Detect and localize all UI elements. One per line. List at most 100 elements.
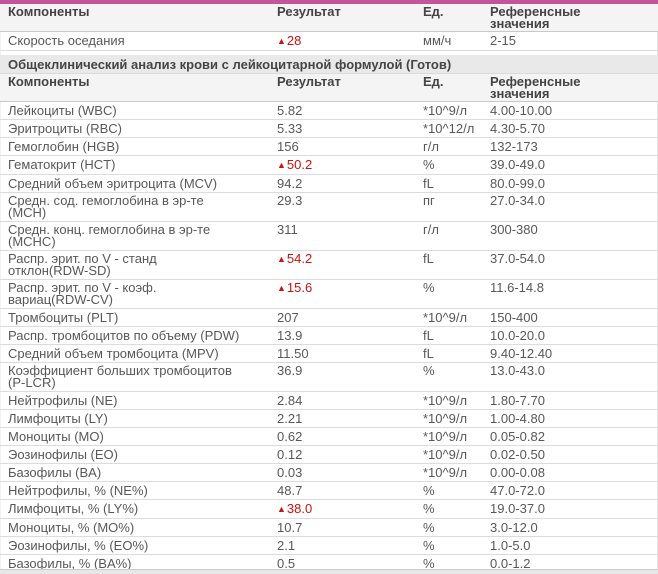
result-value: 36.9	[277, 362, 423, 392]
unit-value: *10^9/л	[423, 463, 490, 482]
section-title: Общеклинический анализ крови с лейкоцита…	[8, 57, 452, 72]
result-row: Нейтрофилы, % (NE%) 48.7% 47.0-72.0	[0, 481, 658, 500]
result-row: Лимфоциты, % (LY%) ▲38.0% 19.0-37.0	[0, 499, 658, 519]
component-name: Гематокрит (HCT)	[0, 155, 277, 175]
reference-range: 3.0-12.0	[490, 518, 658, 537]
result-value: 2.84	[277, 391, 423, 410]
result-row: Скорость оседания ▲28 мм/ч 2-15	[0, 31, 658, 51]
component-name: Лейкоциты (WBC)	[0, 101, 277, 120]
high-value-marker-icon: ▲	[277, 160, 286, 170]
component-name: Коэффициент больших тромбоцитов (P-LCR)	[0, 362, 277, 392]
result-row: Средн. конц. гемоглобина в эр-те (MCHC) 3…	[0, 221, 658, 251]
cbc-table-header: Компоненты Результат Ед. Референсные зна…	[0, 74, 658, 102]
result-row: Эритроциты (RBC) 5.33 *10^12/л 4.30-5.70	[0, 119, 658, 138]
result-row: Средн. сод. гемоглобина в эр-те (MCH) 29.…	[0, 192, 658, 222]
header-row: Компоненты Результат Ед. Референсные зна…	[0, 74, 658, 102]
result-value: 5.82	[277, 101, 423, 120]
result-number: 38.0	[286, 501, 313, 516]
result-row: Моноциты, % (MO%) 10.7% 3.0-12.0	[0, 518, 658, 537]
component-name: Средн. сод. гемоглобина в эр-те (MCH)	[0, 192, 277, 222]
accent-top-bar	[0, 0, 658, 4]
reference-range: 37.0-54.0	[490, 250, 658, 280]
component-name: Скорость оседания	[0, 31, 277, 51]
unit-value: fL	[423, 174, 490, 193]
column-header-reference: Референсные значения	[490, 74, 658, 102]
component-name: Средн. конц. гемоглобина в эр-те (MCHC)	[0, 221, 277, 251]
result-row: Базофилы, % (BA%) 0.5% 0.0-1.2	[0, 554, 658, 573]
result-row: Лимфоциты (LY) 2.21 *10^9/л 1.00-4.80	[0, 409, 658, 428]
reference-range: 9.40-12.40	[490, 344, 658, 363]
component-name: Эозинофилы (EO)	[0, 445, 277, 464]
result-row: Распр. эрит. по V - станд отклон(RDW-SD)…	[0, 250, 658, 280]
reference-range: 300-380	[490, 221, 658, 251]
unit-value: пг	[423, 192, 490, 222]
component-name: Эозинофилы, % (EO%)	[0, 536, 277, 555]
result-value: 13.9	[277, 326, 423, 345]
result-number: 94.2	[277, 176, 303, 191]
unit-value: fL	[423, 326, 490, 345]
column-header-reference-label: Референсные значения	[490, 74, 581, 101]
esr-table-header: Компоненты Результат Ед. Референсные зна…	[0, 4, 658, 32]
reference-range: 1.80-7.70	[490, 391, 658, 410]
result-number: 48.7	[277, 483, 303, 498]
unit-value: г/л	[423, 137, 490, 156]
result-value: 0.12	[277, 445, 423, 464]
component-name: Лимфоциты, % (LY%)	[0, 499, 277, 519]
reference-range: 10.0-20.0	[490, 326, 658, 345]
unit-value: %	[423, 499, 490, 519]
unit-value: %	[423, 536, 490, 555]
unit-value: мм/ч	[423, 31, 490, 51]
result-row: Эозинофилы (EO) 0.12 *10^9/л 0.02-0.50	[0, 445, 658, 464]
result-number: 5.82	[277, 103, 303, 118]
component-name: Распр. тромбоцитов по объему (PDW)	[0, 326, 277, 345]
unit-value: %	[423, 155, 490, 175]
reference-range: 2-15	[490, 31, 658, 51]
result-number: 2.84	[277, 393, 303, 408]
column-header-result: Результат	[277, 4, 423, 32]
reference-range: 47.0-72.0	[490, 481, 658, 500]
result-value: 5.33	[277, 119, 423, 138]
result-number: 0.5	[277, 556, 296, 571]
reference-range: 27.0-34.0	[490, 192, 658, 222]
unit-value: *10^12/л	[423, 119, 490, 138]
component-name: Тромбоциты (PLT)	[0, 308, 277, 327]
result-value: 10.7	[277, 518, 423, 537]
reference-range: 19.0-37.0	[490, 499, 658, 519]
reference-range: 132-173	[490, 137, 658, 156]
reference-range: 1.0-5.0	[490, 536, 658, 555]
unit-value: г/л	[423, 221, 490, 251]
result-value: 48.7	[277, 481, 423, 500]
column-header-reference: Референсные значения	[490, 4, 658, 32]
unit-value: fL	[423, 250, 490, 280]
reference-range: 0.00-0.08	[490, 463, 658, 482]
component-name: Средний объем тромбоцита (MPV)	[0, 344, 277, 363]
component-name: Моноциты (MO)	[0, 427, 277, 446]
high-value-marker-icon: ▲	[277, 254, 286, 264]
reference-range: 80.0-99.0	[490, 174, 658, 193]
column-header-unit: Ед.	[423, 74, 490, 102]
result-value: 207	[277, 308, 423, 327]
horizontal-scrollbar-track[interactable]	[0, 569, 658, 574]
result-number: 311	[277, 222, 298, 237]
component-name: Нейтрофилы (NE)	[0, 391, 277, 410]
section-header-cbc: Общеклинический анализ крови с лейкоцита…	[0, 55, 658, 74]
component-name: Моноциты, % (MO%)	[0, 518, 277, 537]
result-number: 0.12	[277, 447, 303, 462]
reference-range: 0.02-0.50	[490, 445, 658, 464]
unit-value: %	[423, 518, 490, 537]
component-name: Гемоглобин (HGB)	[0, 137, 277, 156]
result-value: 29.3	[277, 192, 423, 222]
reference-range: 4.00-10.00	[490, 101, 658, 120]
result-row: Средний объем эритроцита (MCV) 94.2 fL 80.0…	[0, 174, 658, 193]
column-header-components: Компоненты	[0, 4, 277, 32]
result-number: 0.62	[277, 429, 303, 444]
result-row: Гематокрит (HCT) ▲50.2% 39.0-49.0	[0, 155, 658, 175]
reference-range: 39.0-49.0	[490, 155, 658, 175]
component-name: Лимфоциты (LY)	[0, 409, 277, 428]
result-row: Лейкоциты (WBC) 5.82 *10^9/л 4.00-10.00	[0, 101, 658, 120]
unit-value: *10^9/л	[423, 101, 490, 120]
cbc-results-table: Компоненты Результат Ед. Референсные зна…	[0, 74, 658, 573]
result-row: Эозинофилы, % (EO%) 2.1% 1.0-5.0	[0, 536, 658, 555]
esr-results-table: Компоненты Результат Ед. Референсные зна…	[0, 4, 658, 51]
